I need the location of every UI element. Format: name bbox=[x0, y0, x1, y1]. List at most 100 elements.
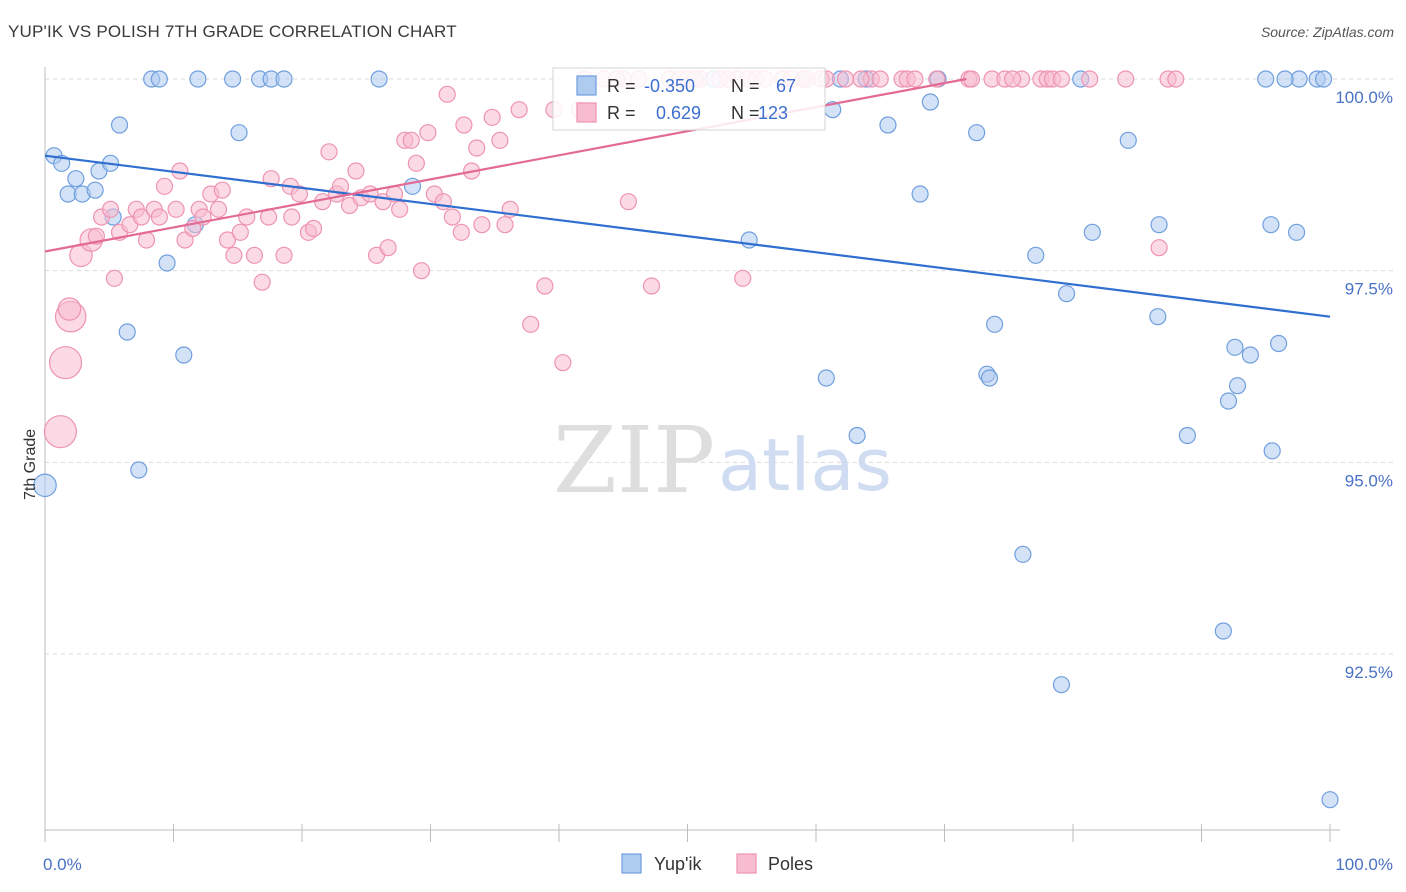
poles-point bbox=[473, 216, 491, 234]
yupik-point bbox=[370, 70, 388, 88]
yupik-point bbox=[67, 170, 85, 188]
poles-point bbox=[734, 269, 752, 287]
poles-point bbox=[150, 208, 168, 226]
yupik-point bbox=[1321, 791, 1339, 809]
poles-point bbox=[231, 223, 249, 241]
poles-point bbox=[218, 231, 237, 249]
poles-point bbox=[510, 101, 528, 119]
poles-point bbox=[1004, 70, 1022, 88]
watermark: ZIP atlas bbox=[553, 407, 892, 514]
poles-point bbox=[304, 219, 323, 238]
yupik-point bbox=[1057, 285, 1076, 303]
yupik-point bbox=[1262, 216, 1280, 234]
yupik-point bbox=[150, 70, 168, 88]
poles-point bbox=[225, 246, 243, 264]
poles-point bbox=[468, 139, 486, 157]
poles-point bbox=[155, 177, 174, 195]
poles-point bbox=[1081, 70, 1099, 88]
poles-point bbox=[407, 154, 425, 172]
axes bbox=[44, 67, 1340, 842]
source-credit: Source: ZipAtlas.com bbox=[1260, 24, 1394, 40]
yupik-point bbox=[1052, 676, 1071, 694]
yupik-point bbox=[986, 315, 1004, 333]
poles-point bbox=[496, 216, 514, 234]
poles-point bbox=[402, 131, 420, 149]
stats-r-label-yupik: R = bbox=[607, 76, 636, 96]
stats-r-label-poles: R = bbox=[607, 103, 636, 123]
poles-point bbox=[452, 223, 470, 241]
poles-point bbox=[253, 273, 271, 291]
yupik-point bbox=[1178, 426, 1196, 445]
poles-point bbox=[391, 200, 409, 218]
yupik-point bbox=[1226, 338, 1244, 356]
stats-n-value-poles: 123 bbox=[758, 103, 788, 123]
poles-point bbox=[1150, 239, 1168, 257]
yupik-point bbox=[1263, 442, 1281, 460]
poles-point bbox=[209, 200, 228, 218]
stats-r-value-yupik: -0.350 bbox=[644, 76, 695, 96]
stats-legend-swatch-poles bbox=[576, 102, 597, 123]
yupik-point bbox=[230, 124, 248, 142]
yupik-point bbox=[1241, 346, 1259, 364]
yupik-point bbox=[879, 116, 897, 134]
yupik-point bbox=[224, 70, 242, 88]
yupik-point bbox=[1314, 70, 1333, 88]
poles-point bbox=[245, 246, 264, 264]
stats-n-label-poles: N = bbox=[731, 103, 760, 123]
yupik-point bbox=[1219, 392, 1238, 410]
yupik-point bbox=[1083, 223, 1101, 241]
watermark-atlas: atlas bbox=[718, 423, 892, 507]
poles-point bbox=[347, 162, 365, 180]
poles-point bbox=[871, 70, 889, 88]
yupik-point bbox=[1027, 246, 1045, 264]
yupik-point bbox=[911, 185, 929, 203]
poles-point bbox=[836, 70, 855, 88]
poles-point bbox=[275, 246, 293, 264]
yupik-point bbox=[33, 473, 57, 498]
poles-point bbox=[238, 208, 256, 226]
poles-point bbox=[167, 200, 185, 218]
poles-point bbox=[455, 116, 473, 134]
poles-point bbox=[438, 85, 456, 103]
stats-n-value-yupik: 67 bbox=[776, 76, 796, 96]
legend-label-yupik: Yup'ik bbox=[654, 854, 702, 874]
yupik-point bbox=[1276, 70, 1294, 88]
poles-point bbox=[412, 262, 431, 280]
poles-point bbox=[43, 415, 78, 449]
yupik-point bbox=[848, 426, 866, 445]
stats-legend-box bbox=[552, 67, 826, 131]
yupik-point bbox=[130, 461, 148, 479]
poles-point bbox=[443, 208, 461, 226]
y-axis-label: 7th Grade bbox=[22, 429, 39, 500]
yupik-point bbox=[118, 323, 136, 341]
grid-lines bbox=[45, 78, 1395, 655]
stats-legend: R = -0.350 N = 67 R = 0.629 N = 123 bbox=[552, 67, 826, 131]
poles-point bbox=[619, 193, 637, 211]
poles-point bbox=[642, 277, 661, 295]
y-tick-label: 95.0% bbox=[1345, 471, 1393, 490]
poles-point bbox=[852, 70, 870, 88]
poles-point bbox=[483, 108, 501, 126]
yupik-point bbox=[921, 93, 939, 111]
x-tick-label: 100.0% bbox=[1335, 855, 1393, 874]
yupik-point bbox=[1269, 334, 1288, 353]
poles-point bbox=[1052, 70, 1071, 88]
poles-point bbox=[331, 177, 350, 195]
y-tick-label: 97.5% bbox=[1345, 280, 1393, 299]
yupik-point bbox=[175, 346, 193, 364]
tick-labels: 100.0% 97.5% 95.0% 92.5% 0.0% 100.0% bbox=[43, 88, 1393, 874]
yupik-point bbox=[1228, 377, 1247, 395]
yupik-point bbox=[980, 369, 999, 387]
chart-title: YUP'IK VS POLISH 7TH GRADE CORRELATION C… bbox=[8, 22, 457, 41]
stats-r-value-poles: 0.629 bbox=[656, 103, 701, 123]
poles-point bbox=[491, 131, 509, 149]
yupik-point bbox=[189, 70, 207, 88]
legend-swatch-yupik bbox=[621, 853, 642, 874]
poles-point bbox=[1167, 70, 1185, 88]
poles-point bbox=[554, 354, 572, 372]
trend-line-yupik bbox=[44, 154, 1331, 318]
poles-point bbox=[283, 208, 301, 226]
yupik-point bbox=[1014, 545, 1032, 563]
poles-point bbox=[536, 277, 554, 295]
